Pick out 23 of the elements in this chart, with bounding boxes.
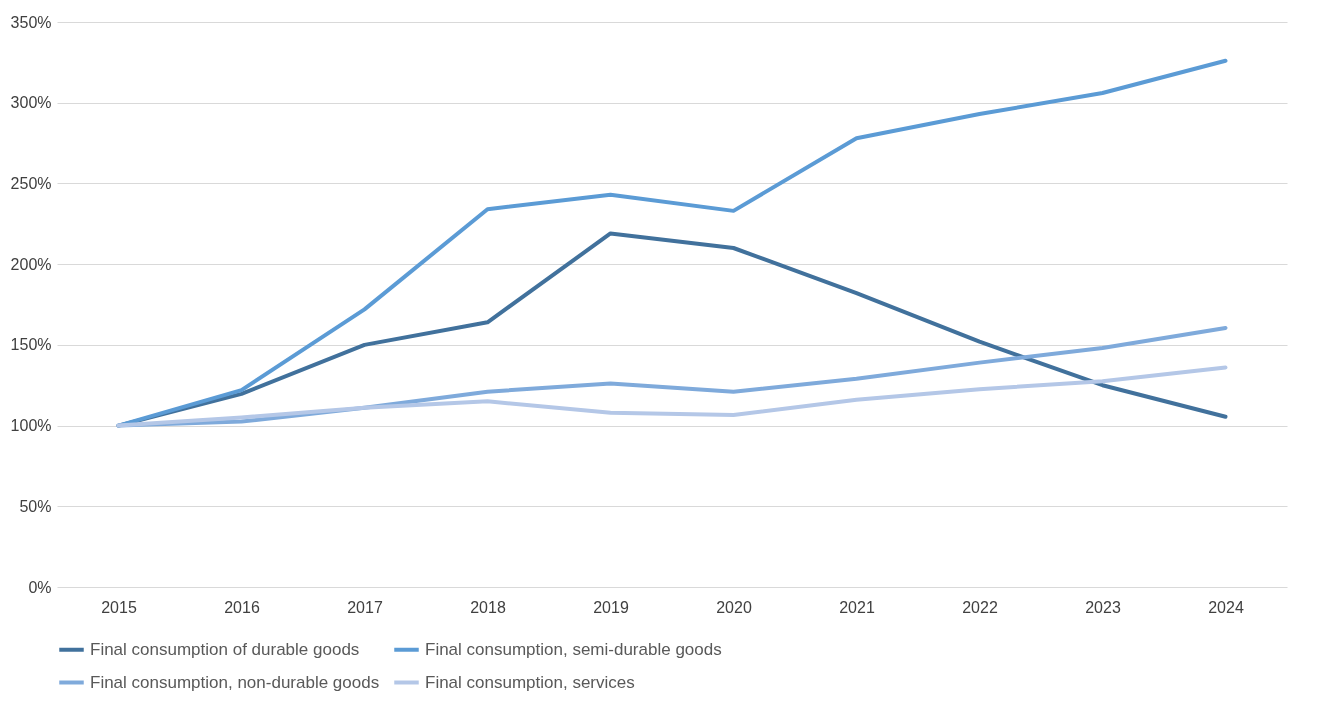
y-tick-label: 100% bbox=[10, 417, 52, 435]
y-tick-label: 0% bbox=[28, 578, 52, 596]
y-tick-label: 50% bbox=[19, 497, 52, 515]
x-tick-label: 2022 bbox=[962, 598, 998, 616]
x-tick-label: 2019 bbox=[593, 598, 629, 616]
x-tick-label: 2024 bbox=[1208, 598, 1244, 616]
y-tick-label: 300% bbox=[10, 94, 52, 112]
y-tick-label: 250% bbox=[10, 174, 52, 192]
x-tick-label: 2021 bbox=[839, 598, 875, 616]
x-tick-label: 2018 bbox=[470, 598, 506, 616]
x-tick-label: 2020 bbox=[716, 598, 752, 616]
legend-label: Final consumption, semi-durable goods bbox=[425, 639, 722, 659]
y-tick-label: 150% bbox=[10, 336, 52, 354]
x-tick-label: 2017 bbox=[347, 598, 383, 616]
x-tick-label: 2023 bbox=[1085, 598, 1121, 616]
legend-label: Final consumption, services bbox=[425, 672, 635, 692]
legend-label: Final consumption of durable goods bbox=[90, 639, 360, 659]
y-tick-label: 200% bbox=[10, 255, 52, 273]
legend-label: Final consumption, non-durable goods bbox=[90, 672, 380, 692]
x-tick-label: 2016 bbox=[224, 598, 260, 616]
y-tick-label: 350% bbox=[10, 13, 52, 31]
x-tick-label: 2015 bbox=[101, 598, 137, 616]
line-series bbox=[116, 365, 1228, 428]
